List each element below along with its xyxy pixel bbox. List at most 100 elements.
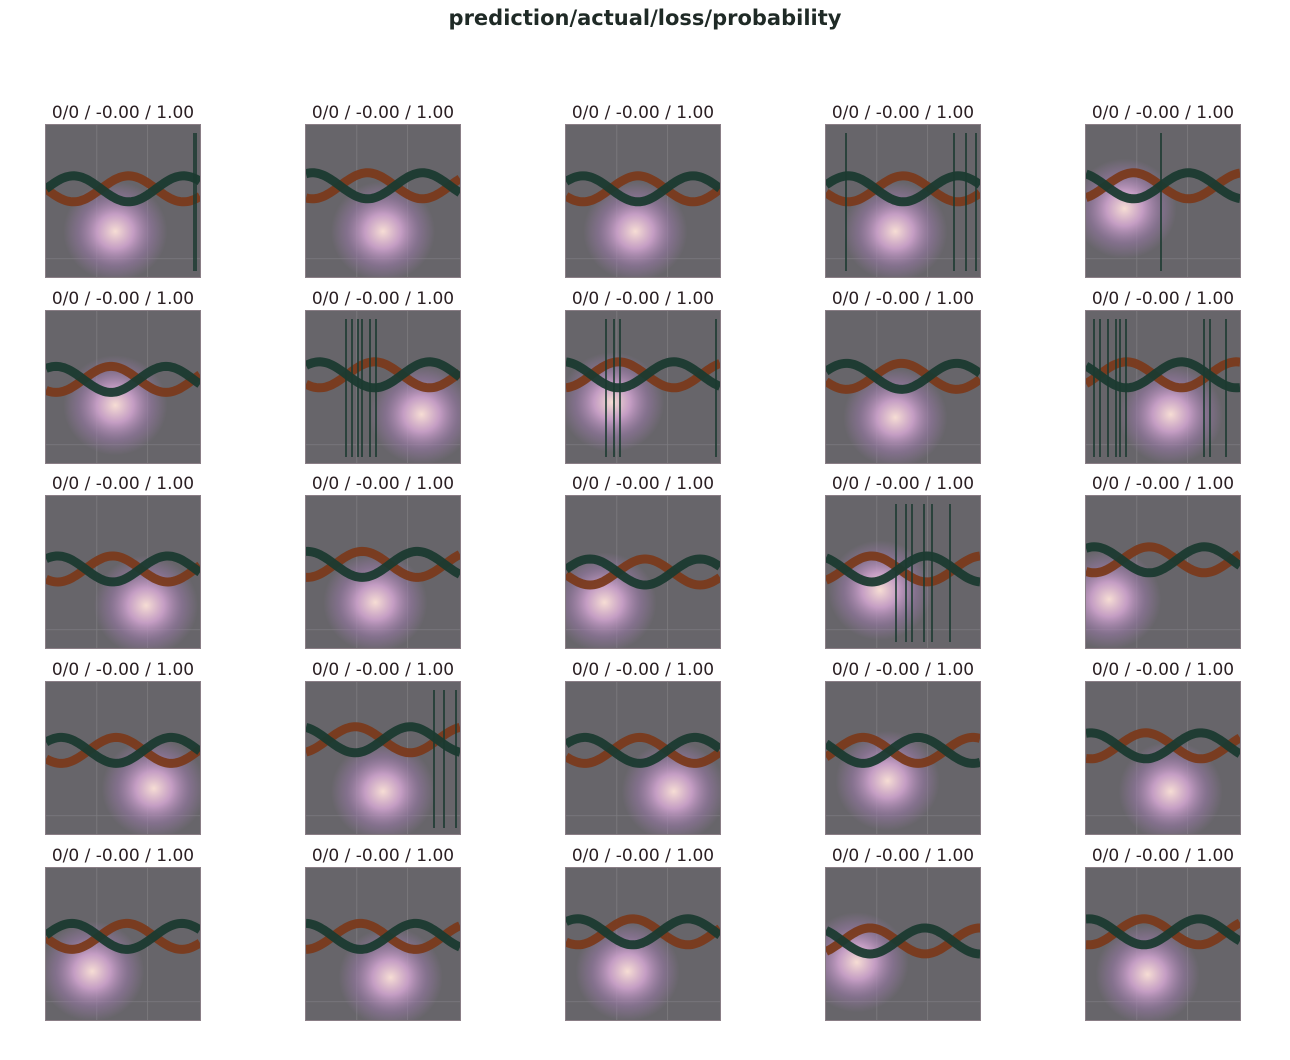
panel: 0/0 / -0.00 / 1.00 bbox=[565, 288, 765, 464]
panel-image bbox=[1085, 681, 1241, 835]
actual-wave bbox=[46, 361, 200, 397]
panel-plot bbox=[306, 311, 460, 463]
prediction-wave bbox=[306, 168, 460, 204]
panel: 0/0 / -0.00 / 1.00 bbox=[1085, 845, 1285, 1021]
panel-title: 0/0 / -0.00 / 1.00 bbox=[571, 289, 715, 309]
panel-title: 0/0 / -0.00 / 1.00 bbox=[1091, 846, 1235, 866]
prediction-wave bbox=[566, 554, 720, 590]
actual-wave bbox=[566, 914, 720, 950]
probability-glow bbox=[63, 181, 168, 277]
panel: 0/0 / -0.00 / 1.00 bbox=[565, 845, 765, 1021]
panel-title: 0/0 / -0.00 / 1.00 bbox=[1091, 103, 1235, 123]
prediction-wave bbox=[1086, 728, 1240, 764]
panel: 0/0 / -0.00 / 1.00 bbox=[825, 659, 1025, 835]
panel: 0/0 / -0.00 / 1.00 bbox=[45, 659, 245, 835]
panel-image bbox=[565, 681, 721, 835]
panel-image bbox=[305, 681, 461, 835]
panel-plot bbox=[46, 311, 200, 463]
prediction-wave bbox=[306, 357, 460, 393]
prediction-wave bbox=[566, 357, 720, 393]
panel: 0/0 / -0.00 / 1.00 bbox=[1085, 473, 1285, 649]
panel-image bbox=[45, 867, 201, 1021]
prediction-wave bbox=[566, 171, 720, 207]
panel-image bbox=[45, 124, 201, 278]
panel-title: 0/0 / -0.00 / 1.00 bbox=[1091, 660, 1235, 680]
prediction-wave bbox=[826, 923, 980, 959]
panel-plot bbox=[566, 496, 720, 648]
panel: 0/0 / -0.00 / 1.00 bbox=[305, 473, 505, 649]
probability-glow bbox=[843, 181, 948, 277]
actual-wave bbox=[566, 554, 720, 590]
panel-plot bbox=[46, 496, 200, 648]
panel-title: 0/0 / -0.00 / 1.00 bbox=[51, 474, 195, 494]
panel: 0/0 / -0.00 / 1.00 bbox=[1085, 659, 1285, 835]
panel-image bbox=[45, 495, 201, 649]
panel: 0/0 / -0.00 / 1.00 bbox=[825, 102, 1025, 278]
actual-wave bbox=[1086, 914, 1240, 950]
prediction-wave bbox=[566, 732, 720, 768]
probability-glow bbox=[843, 367, 948, 463]
panel-image bbox=[1085, 310, 1241, 464]
panel: 0/0 / -0.00 / 1.00 bbox=[305, 659, 505, 835]
panel-plot bbox=[46, 868, 200, 1020]
panel-image bbox=[565, 495, 721, 649]
panel-plot bbox=[566, 125, 720, 277]
probability-glow bbox=[835, 730, 940, 831]
prediction-wave bbox=[826, 551, 980, 587]
prediction-wave bbox=[826, 732, 980, 768]
panel: 0/0 / -0.00 / 1.00 bbox=[305, 845, 505, 1021]
prediction-wave bbox=[1086, 168, 1240, 204]
prediction-wave bbox=[566, 914, 720, 950]
panel-plot bbox=[306, 496, 460, 648]
actual-wave bbox=[1086, 728, 1240, 764]
panel-image bbox=[825, 681, 981, 835]
panel: 0/0 / -0.00 / 1.00 bbox=[825, 473, 1025, 649]
figure-title: prediction/actual/loss/probability bbox=[448, 6, 842, 30]
prediction-wave bbox=[46, 171, 200, 207]
panel-image bbox=[45, 310, 201, 464]
panel-image bbox=[825, 310, 981, 464]
panel-title: 0/0 / -0.00 / 1.00 bbox=[831, 846, 975, 866]
probability-glow bbox=[331, 741, 435, 834]
panel: 0/0 / -0.00 / 1.00 bbox=[305, 288, 505, 464]
panel-plot bbox=[1086, 682, 1240, 834]
panel-title: 0/0 / -0.00 / 1.00 bbox=[51, 289, 195, 309]
panel-image bbox=[1085, 124, 1241, 278]
panel-plot bbox=[566, 682, 720, 834]
panel-title: 0/0 / -0.00 / 1.00 bbox=[571, 846, 715, 866]
panel: 0/0 / -0.00 / 1.00 bbox=[825, 845, 1025, 1021]
actual-wave bbox=[306, 168, 460, 204]
panel-plot bbox=[1086, 125, 1240, 277]
actual-wave bbox=[1086, 542, 1240, 578]
panel-plot bbox=[46, 682, 200, 834]
panel-title: 0/0 / -0.00 / 1.00 bbox=[1091, 474, 1235, 494]
panel-title: 0/0 / -0.00 / 1.00 bbox=[311, 660, 455, 680]
probability-glow bbox=[1118, 364, 1223, 463]
panel-plot bbox=[566, 311, 720, 463]
panel-plot bbox=[306, 125, 460, 277]
panel-title: 0/0 / -0.00 / 1.00 bbox=[1091, 289, 1235, 309]
panel-plot bbox=[826, 868, 980, 1020]
prediction-wave bbox=[1086, 542, 1240, 578]
panel-title: 0/0 / -0.00 / 1.00 bbox=[311, 289, 455, 309]
panel: 0/0 / -0.00 / 1.00 bbox=[565, 473, 765, 649]
actual-wave bbox=[46, 732, 200, 768]
panel-title: 0/0 / -0.00 / 1.00 bbox=[571, 474, 715, 494]
panel-plot bbox=[826, 311, 980, 463]
panel-image bbox=[45, 681, 201, 835]
prediction-wave bbox=[306, 918, 460, 954]
panel-title: 0/0 / -0.00 / 1.00 bbox=[311, 103, 455, 123]
prediction-wave bbox=[46, 918, 200, 954]
panel: 0/0 / -0.00 / 1.00 bbox=[1085, 102, 1285, 278]
actual-wave bbox=[826, 358, 980, 394]
probability-glow bbox=[566, 552, 657, 648]
panel-title: 0/0 / -0.00 / 1.00 bbox=[51, 660, 195, 680]
panel: 0/0 / -0.00 / 1.00 bbox=[565, 659, 765, 835]
panel-title: 0/0 / -0.00 / 1.00 bbox=[831, 474, 975, 494]
panel-title: 0/0 / -0.00 / 1.00 bbox=[831, 660, 975, 680]
panel-plot bbox=[306, 682, 460, 834]
panel-image bbox=[305, 124, 461, 278]
actual-wave bbox=[306, 357, 460, 393]
actual-wave bbox=[1086, 357, 1240, 393]
panel-image bbox=[825, 867, 981, 1021]
